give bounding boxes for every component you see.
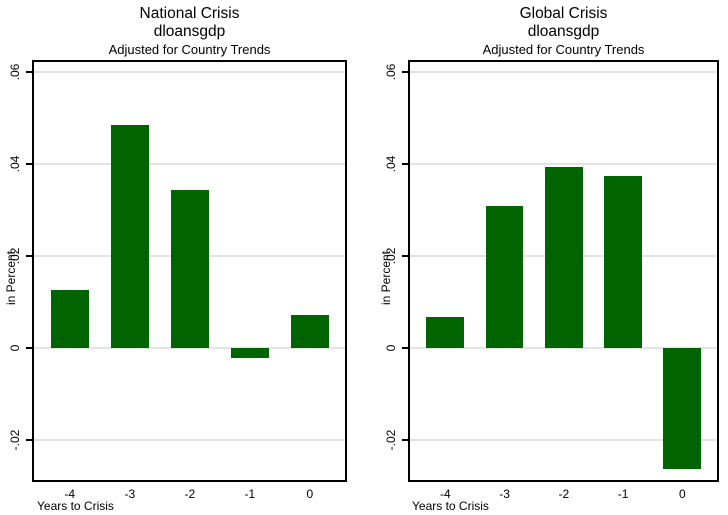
x-tick-label: -3 bbox=[499, 487, 510, 501]
chart-subtitle: Adjusted for Country Trends bbox=[482, 42, 645, 57]
bar bbox=[663, 348, 702, 470]
plot-area: .06 .04 .02 0 -.02 -4 -3 -2 -1 0 bbox=[8, 60, 347, 501]
bar bbox=[485, 205, 524, 349]
chart-title: National Crisis bbox=[139, 5, 240, 22]
x-tick-label: 0 bbox=[306, 487, 314, 501]
gridline bbox=[410, 439, 717, 442]
y-tick-label: .06 bbox=[384, 63, 398, 81]
gridline bbox=[410, 162, 717, 165]
plot-area: .06 .04 .02 0 -.02 -4 -3 -2 -1 0 bbox=[384, 60, 719, 501]
y-tick bbox=[26, 162, 32, 165]
chart-subtitle: Adjusted for Country Trends bbox=[108, 42, 271, 57]
y-tick-label: .06 bbox=[8, 63, 22, 81]
x-tick-label: -1 bbox=[617, 487, 629, 501]
bar bbox=[110, 125, 149, 349]
chart-title: Global Crisis bbox=[519, 5, 608, 22]
gridline bbox=[34, 70, 345, 73]
y-tick bbox=[402, 70, 408, 73]
y-tick bbox=[26, 70, 32, 73]
x-tick-label: -2 bbox=[184, 487, 196, 501]
y-tick bbox=[26, 255, 32, 258]
x-tick-label: -1 bbox=[244, 487, 256, 501]
bar bbox=[604, 175, 642, 349]
y-tick bbox=[402, 255, 408, 258]
y-tick-label: 0 bbox=[384, 344, 398, 352]
x-tick-label: 0 bbox=[678, 487, 686, 501]
y-tick bbox=[26, 439, 32, 442]
y-tick-label: -.02 bbox=[384, 430, 398, 451]
bar bbox=[290, 315, 329, 349]
chart-title-variable: dloansgdp bbox=[527, 23, 600, 40]
gridline bbox=[34, 347, 345, 350]
y-tick bbox=[402, 347, 408, 350]
gridline bbox=[410, 70, 717, 73]
bar bbox=[230, 348, 269, 358]
y-tick-label: .02 bbox=[384, 247, 398, 265]
bar bbox=[544, 166, 583, 349]
gridline bbox=[410, 347, 717, 350]
title-block: National Crisis dloansgdp Adjusted for C… bbox=[32, 5, 347, 57]
x-tick-label: -4 bbox=[64, 487, 76, 501]
x-axis-label: Years to Crisis bbox=[37, 499, 114, 513]
y-tick-label: .02 bbox=[8, 247, 22, 265]
title-block: Global Crisis dloansgdp Adjusted for Cou… bbox=[408, 5, 719, 57]
y-tick-label: 0 bbox=[8, 344, 22, 352]
x-tick-label: -4 bbox=[439, 487, 451, 501]
chart-title-variable: dloansgdp bbox=[153, 23, 226, 40]
gridline bbox=[34, 439, 345, 442]
y-tick bbox=[26, 347, 32, 350]
x-tick-label: -3 bbox=[124, 487, 136, 501]
y-tick-label: .04 bbox=[8, 155, 22, 173]
gridline bbox=[34, 162, 345, 165]
x-axis-label: Years to Crisis bbox=[412, 499, 489, 513]
bar bbox=[50, 289, 89, 349]
y-tick-label: .04 bbox=[384, 155, 398, 173]
bar bbox=[170, 190, 209, 349]
y-tick bbox=[402, 439, 408, 442]
y-tick bbox=[402, 162, 408, 165]
y-tick-label: -.02 bbox=[8, 430, 22, 451]
x-tick-label: -2 bbox=[558, 487, 570, 501]
bar bbox=[426, 316, 465, 349]
